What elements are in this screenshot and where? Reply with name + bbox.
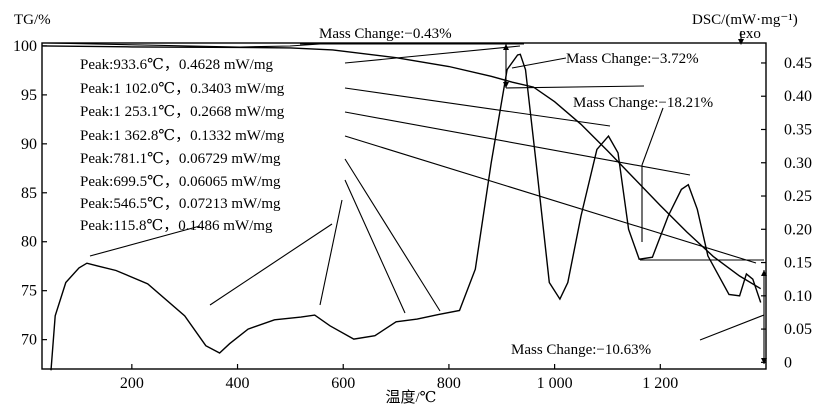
left-axis-title: TG/% xyxy=(14,12,51,28)
right-axis-title: DSC/(mW·mg⁻¹) xyxy=(692,12,798,28)
yright-tick-label-6: 0.15 xyxy=(784,255,812,272)
yleft-tick-label-3: 85 xyxy=(21,185,37,202)
peak-label-4: Peak:1 362.8℃，0.1332 mW/mg xyxy=(80,128,285,144)
yright-tick-label-3: 0.30 xyxy=(784,155,812,172)
yright-tick-label-5: 0.20 xyxy=(784,221,812,238)
yright-tick-label-7: 0.10 xyxy=(784,288,812,305)
x-tick-label-0: 200 xyxy=(120,375,144,392)
x-tick-label-1: 400 xyxy=(226,375,250,392)
peak-label-5: Peak:781.1℃，0.06729 mW/mg xyxy=(80,151,281,167)
yright-tick-label-9: 0 xyxy=(784,354,792,371)
yright-tick-label-0: 0.45 xyxy=(784,55,812,72)
x-tick-label-4: 1 000 xyxy=(537,375,573,392)
exo-arrow-head xyxy=(738,39,744,45)
mass-change-3: Mass Change:−18.21% xyxy=(573,95,713,111)
x-tick-label-2: 600 xyxy=(331,375,355,392)
yleft-tick-label-4: 80 xyxy=(21,234,37,251)
yleft-tick-label-2: 90 xyxy=(21,136,37,153)
mass-change-markers xyxy=(300,43,767,364)
yleft-tick-label-1: 95 xyxy=(21,87,37,104)
yleft-tick-label-6: 70 xyxy=(21,332,37,349)
mass-change-4: Mass Change:−10.63% xyxy=(511,342,651,358)
peak-leader-lines xyxy=(89,45,757,314)
x-tick-label-5: 1 200 xyxy=(642,375,678,392)
x-axis-ticks: 200 400 600 800 1 000 1 200 xyxy=(120,364,678,392)
mass-change-1: Mass Change:−0.43% xyxy=(319,26,452,42)
mass-change-2: Mass Change:−3.72% xyxy=(566,51,699,67)
peak-label-1: Peak:933.6℃，0.4628 mW/mg xyxy=(80,57,274,73)
yleft-tick-label-0: 100 xyxy=(13,38,37,55)
peak-label-7: Peak:546.5℃，0.07213 mW/mg xyxy=(80,196,281,212)
yright-tick-label-1: 0.40 xyxy=(784,88,812,105)
left-axis-ticks: 100 95 90 85 80 75 70 xyxy=(13,38,47,349)
exo-label: exo xyxy=(739,26,761,42)
yright-tick-label-2: 0.35 xyxy=(784,121,812,138)
peak-label-6: Peak:699.5℃，0.06065 mW/mg xyxy=(80,174,281,190)
x-axis-title: 温度/℃ xyxy=(386,389,437,406)
dsc-curve xyxy=(50,53,762,371)
x-tick-label-3: 800 xyxy=(437,375,461,392)
peak-label-3: Peak:1 253.1℃，0.2668 mW/mg xyxy=(80,104,285,120)
peak-label-8: Peak:115.8℃，0.1486 mW/mg xyxy=(80,218,273,234)
yleft-tick-label-5: 75 xyxy=(21,283,37,300)
peak-label-2: Peak:1 102.0℃，0.3403 mW/mg xyxy=(80,81,285,97)
right-axis-ticks: 0.45 0.40 0.35 0.30 0.25 0.20 0.15 0.10 0.05 0 xyxy=(761,55,812,371)
yright-tick-label-8: 0.05 xyxy=(784,321,812,338)
plot-frame xyxy=(41,42,767,370)
yright-tick-label-4: 0.25 xyxy=(784,188,812,205)
tg-start-segment xyxy=(45,42,321,48)
